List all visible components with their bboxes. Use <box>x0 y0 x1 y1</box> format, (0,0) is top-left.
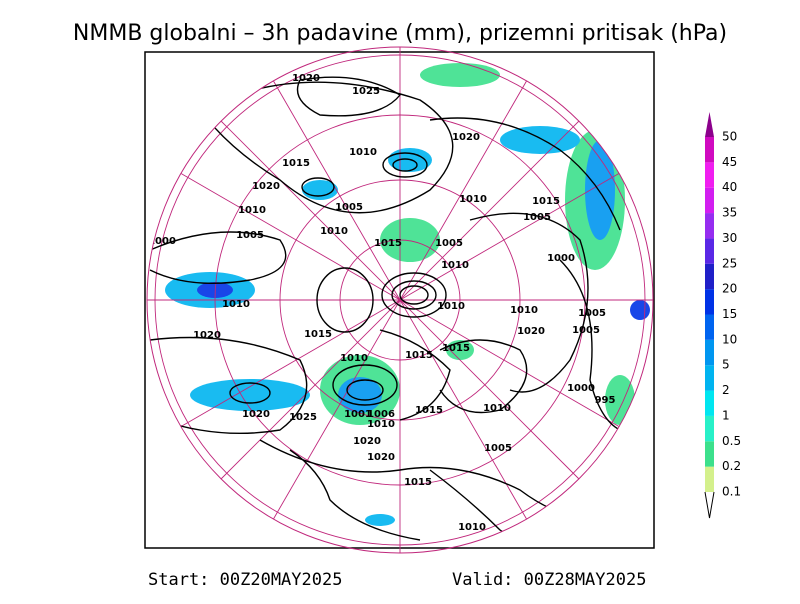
color-swatch <box>705 238 714 264</box>
isobar-label: 1010 <box>222 299 250 310</box>
colorbar-label: 35 <box>722 206 737 220</box>
colorbar-label: 20 <box>722 282 737 296</box>
colorbar-tail <box>704 491 715 519</box>
graticule <box>147 47 653 553</box>
isobar-label: 1005 <box>572 325 600 336</box>
colorbar-label: 45 <box>722 155 737 169</box>
isobar-label: 1020 <box>292 73 320 84</box>
color-swatch <box>705 441 714 467</box>
isobar-label: 1020 <box>517 326 545 337</box>
colorbar-label: 0.5 <box>722 434 741 448</box>
colorbar-label: 25 <box>722 256 737 270</box>
isobar-label: 1010 <box>459 194 487 205</box>
valid-time: Valid: 00Z28MAY2025 <box>452 570 646 590</box>
isobar-label: 1010 <box>483 403 511 414</box>
colorbar-label: 10 <box>722 332 737 346</box>
colorbar-label: 0.2 <box>722 459 741 473</box>
colorbar-label: 1 <box>722 408 730 422</box>
isobar-label: 1000 <box>567 383 595 394</box>
color-swatch <box>705 339 714 366</box>
isobar-label: 1020 <box>452 132 480 143</box>
color-swatch <box>705 263 714 290</box>
isobar-label: 1010 <box>238 205 266 216</box>
title: NMMB globalni – 3h padavine (mm), prizem… <box>73 21 727 46</box>
isobar-label: 1010 <box>458 522 486 533</box>
isobar-label: 1020 <box>193 330 221 341</box>
isobar-label: 1020 <box>367 452 395 463</box>
color-swatch <box>705 137 714 163</box>
color-swatch <box>705 213 714 239</box>
color-swatch <box>705 365 714 391</box>
isobar-label: 1000 <box>148 236 176 247</box>
color-swatch <box>705 112 714 137</box>
isobar-label: 1015 <box>532 196 560 207</box>
isobar-label: 1015 <box>442 343 470 354</box>
isobar-label: 1010 <box>320 226 348 237</box>
isobar-label: 1005 <box>578 308 606 319</box>
isobar-label: 1015 <box>404 477 432 488</box>
isobar-label: 1005 <box>236 230 264 241</box>
isobar-label: 1015 <box>415 405 443 416</box>
colorbar-label: 40 <box>722 180 737 194</box>
isobar-label: 1005 <box>435 238 463 249</box>
colorbar-label: 5 <box>722 358 730 372</box>
isobar-label: 1005 <box>523 212 551 223</box>
isobar-label: 1010 <box>510 305 538 316</box>
color-swatch <box>705 314 714 340</box>
map-disk: 1020 1025 1020 1010 1015 1020 1010 1015 1005 1010… <box>147 47 653 553</box>
isobar-label: 1025 <box>289 412 317 423</box>
isobar-label: 1000 <box>547 253 575 264</box>
color-swatch <box>705 415 714 442</box>
isobar-label: 1015 <box>405 350 433 361</box>
color-swatch <box>705 390 714 416</box>
color-swatch <box>705 187 714 214</box>
isobar-label: 1005 <box>335 202 363 213</box>
isobar-label: 995 <box>595 395 616 406</box>
colorbar-label: 50 <box>722 130 737 144</box>
isobar-label: 1015 <box>282 158 310 169</box>
isobar-label: 1006 <box>367 409 395 420</box>
color-swatch <box>705 466 714 492</box>
isobar-label: 1020 <box>242 409 270 420</box>
colorbar-label: 2 <box>722 383 730 397</box>
isobar-label: 1010 <box>437 301 465 312</box>
color-swatch <box>705 289 714 315</box>
isobar-label: 1015 <box>304 329 332 340</box>
colorbar-label: 30 <box>722 231 737 245</box>
colorbar-label: 15 <box>722 307 737 321</box>
isobar-label: 1025 <box>352 86 380 97</box>
isobar-label: 1015 <box>374 238 402 249</box>
isobar-label: 1010 <box>441 260 469 271</box>
color-swatch <box>705 162 714 188</box>
isobar-label: 1010 <box>367 419 395 430</box>
map: 1020 1025 1020 1010 1015 1020 1010 1015 1005 1010… <box>144 46 655 554</box>
isobar-label: 1010 <box>349 147 377 158</box>
isobar-label: 1020 <box>252 181 280 192</box>
isobar-label: 1001 <box>344 409 372 420</box>
isobar-label: 1010 <box>340 353 368 364</box>
start-time: Start: 00Z20MAY2025 <box>148 570 342 590</box>
isobar-label: 1020 <box>353 436 381 447</box>
colorbar-label: 0.1 <box>722 485 741 499</box>
isobar-labels: 1020 1025 1020 1010 1015 1020 1010 1015 1005 1010… <box>148 73 615 533</box>
map-edge <box>146 46 654 554</box>
isobar-label: 1005 <box>484 443 512 454</box>
